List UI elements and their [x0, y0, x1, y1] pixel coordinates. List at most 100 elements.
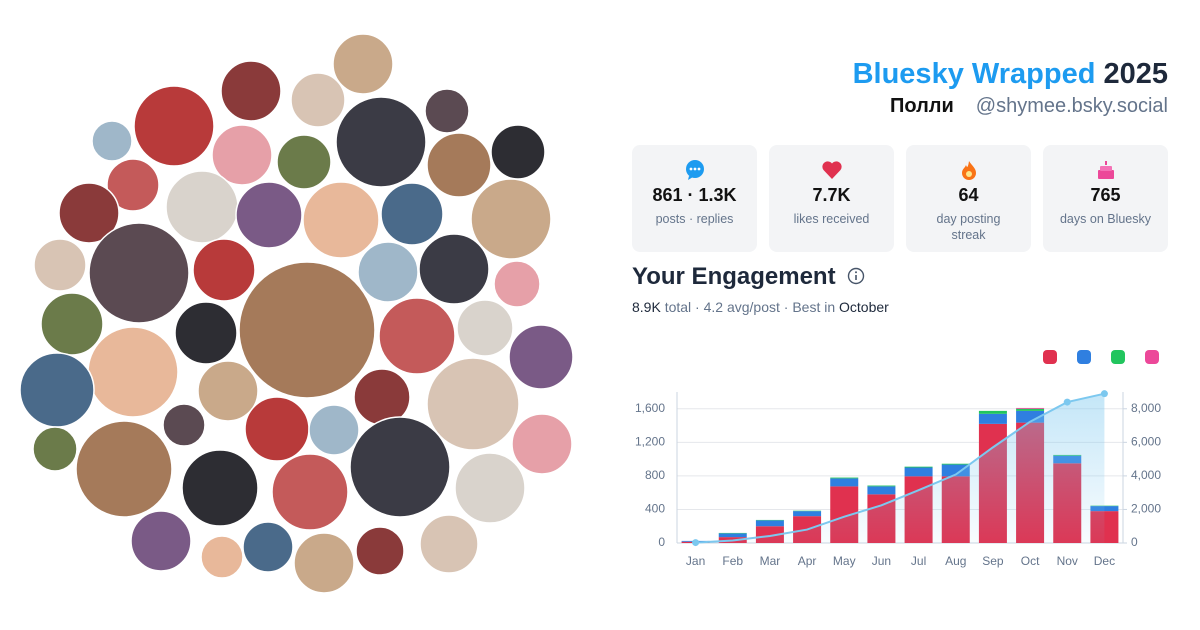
y2-tick-label: 0: [1131, 535, 1138, 549]
avatar: [335, 96, 427, 188]
bar-segment: [904, 466, 933, 468]
title-brand: Bluesky Wrapped: [852, 58, 1096, 90]
avatar: [40, 292, 104, 356]
stat-card: 861 · 1.3K posts · replies: [632, 145, 757, 252]
stat-label: likes received: [793, 212, 870, 226]
stat-label: posts · replies: [655, 212, 734, 226]
avatar: [426, 132, 492, 198]
bar-segment: [941, 463, 970, 465]
y-tick-label: 400: [645, 502, 665, 516]
summary-text: total · 4.2 avg/post · Best in: [664, 299, 836, 315]
y-tick-label: 1,200: [635, 435, 665, 449]
x-tick-label: Jun: [872, 554, 891, 568]
legend-icon: [1043, 350, 1057, 364]
avatar: [106, 158, 160, 212]
avatar: [308, 404, 360, 456]
avatar: [19, 352, 95, 428]
y2-tick-label: 4,000: [1131, 468, 1161, 482]
avatar: [355, 526, 405, 576]
avatar: [332, 33, 394, 95]
stat-value: 765: [1090, 185, 1121, 205]
stat-card: 765 days on Bluesky: [1043, 145, 1168, 252]
avatar: [380, 182, 444, 246]
avatar: [130, 510, 192, 572]
x-tick-label: May: [833, 554, 856, 568]
section-heading: Your Engagement: [632, 263, 865, 291]
stat-label: day posting streak: [936, 212, 1001, 242]
stat-value: 64: [958, 185, 979, 205]
avatar: [87, 326, 179, 418]
bar-segment: [978, 410, 1007, 414]
avatar: [88, 222, 190, 324]
bar-segment: [755, 520, 784, 527]
info-icon[interactable]: [846, 266, 866, 286]
avatar: [290, 72, 346, 128]
bar-segment: [941, 464, 970, 477]
line-point: [692, 539, 700, 547]
x-tick-label: Aug: [945, 554, 966, 568]
stat-card: 7.7K likes received: [769, 145, 894, 252]
x-tick-label: Dec: [1094, 554, 1115, 568]
legend-icon: [1145, 350, 1159, 364]
legend-icon: [1077, 350, 1091, 364]
avatar: [271, 453, 349, 531]
total: 8.9K: [632, 299, 661, 315]
avatar: [238, 261, 376, 399]
avatar-cloud: [19, 33, 574, 594]
icon: [632, 159, 757, 181]
bar-segment: [1016, 410, 1045, 423]
avatar: [91, 120, 133, 162]
title-year: 2025: [1103, 58, 1168, 90]
x-tick-label: Mar: [760, 554, 781, 568]
avatar: [302, 181, 380, 259]
avatar: [33, 238, 87, 292]
profile: Полли @shymee.bsky.social: [890, 95, 1168, 118]
bar-segment: [718, 533, 747, 538]
avatar: [165, 170, 239, 244]
bar-segment: [867, 486, 896, 495]
avatar: [493, 260, 541, 308]
avatar: [378, 297, 456, 375]
bar-segment: [830, 478, 859, 487]
y-tick-label: 1,600: [635, 401, 665, 415]
avatar: [456, 299, 514, 357]
x-tick-label: Feb: [722, 554, 743, 568]
avatar: [58, 182, 120, 244]
avatar: [32, 426, 78, 472]
avatar: [508, 324, 574, 390]
bar-segment: [978, 413, 1007, 424]
engagement-chart: 0 400 800 1,200 1,600 0 2,000 4,000 6,000 8,000 Ja…: [635, 350, 1161, 568]
avatar: [220, 60, 282, 122]
avatar: [490, 124, 546, 180]
avatar: [426, 357, 520, 451]
avatar: [133, 85, 215, 167]
display-name: Полли: [889, 95, 954, 117]
avatar: [419, 514, 479, 574]
legend-icon: [1111, 350, 1125, 364]
stat-card: 64 day posting streak: [906, 145, 1031, 252]
icon: [906, 159, 1031, 181]
avatar: [200, 535, 244, 579]
y-tick-label: 0: [658, 535, 665, 549]
stat-label: days on Bluesky: [1059, 212, 1152, 226]
y2-tick-label: 6,000: [1131, 435, 1161, 449]
y2-tick-label: 8,000: [1131, 401, 1161, 415]
avatar: [470, 178, 552, 260]
line-point: [1063, 398, 1071, 406]
heading-text: Your Engagement: [632, 263, 836, 290]
x-tick-label: Sep: [982, 554, 1004, 568]
avatar: [211, 124, 273, 186]
bar-segment: [867, 485, 896, 487]
avatar: [75, 420, 173, 518]
x-tick-label: Jan: [686, 554, 705, 568]
avatar: [357, 241, 419, 303]
avatar: [276, 134, 332, 190]
avatar: [197, 360, 259, 422]
icon: [769, 159, 894, 181]
x-tick-label: Oct: [1021, 554, 1040, 568]
avatar: [454, 452, 526, 524]
bar-segment: [1016, 408, 1045, 411]
avatar: [192, 238, 256, 302]
